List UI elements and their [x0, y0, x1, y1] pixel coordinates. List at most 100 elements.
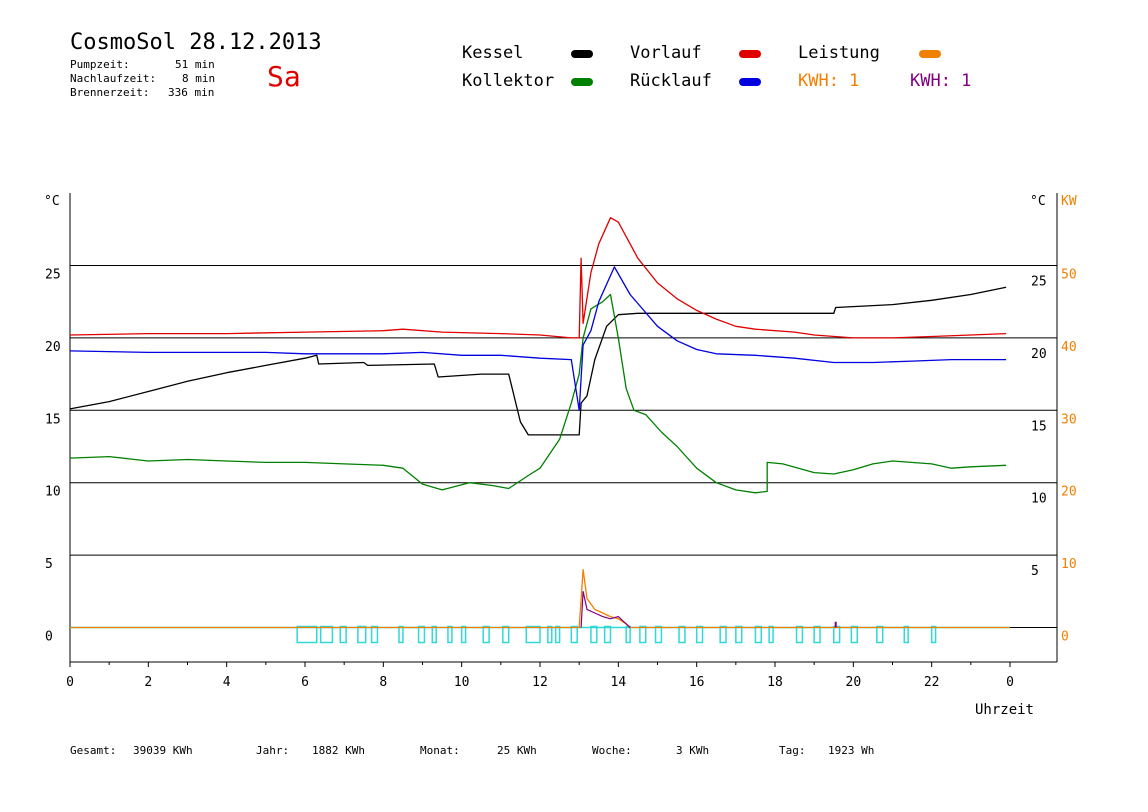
y-tick-left: 25	[45, 268, 61, 283]
x-tick-label: 16	[689, 675, 705, 690]
pump-cycle	[482, 625, 490, 644]
legend-ruecklauf-swatch	[739, 78, 761, 86]
power-tick: 10	[1061, 557, 1077, 572]
legend-kwh-orange: KWH: 1	[798, 71, 860, 91]
power-tick: 0	[1061, 630, 1069, 645]
x-tick-label: 2	[144, 675, 152, 690]
legend-leistung-swatch	[919, 50, 941, 58]
x-tick-label: 0	[66, 675, 74, 690]
pump-cycle	[678, 625, 686, 644]
footer-woche-label: Woche:	[592, 744, 632, 757]
pump-cycle	[590, 625, 598, 644]
series-line-kessel	[69, 286, 1007, 436]
pump-cycle	[431, 625, 437, 644]
legend-kwh-purple: KWH: 1	[910, 71, 972, 91]
pump-cycle	[903, 625, 909, 644]
footer-monat-value: 25 KWh	[497, 744, 537, 757]
x-tick-label: 18	[767, 675, 783, 690]
footer-tag-value: 1923 Wh	[828, 744, 875, 757]
pump-cycle	[719, 625, 727, 644]
legend-kessel-swatch	[571, 50, 593, 58]
pump-cycle	[850, 625, 858, 644]
y-tick-left: 5	[45, 557, 53, 572]
series-line-leistung	[70, 568, 1010, 629]
pump-cycle	[625, 625, 631, 644]
legend-kessel-label: Kessel	[462, 43, 524, 63]
y-tick-left: 15	[45, 412, 61, 427]
y-tick-left: 0	[45, 630, 53, 645]
nachlauf-value: 8 min	[182, 72, 216, 85]
footer-tag-label: Tag:	[779, 744, 806, 757]
pump-cycle	[547, 625, 553, 644]
nachlauf-label: Nachlaufzeit:	[70, 72, 157, 85]
footer-gesamt-label: Gesamt:	[70, 744, 117, 757]
x-axis-title: Uhrzeit	[975, 702, 1034, 718]
y-tick-right: 25	[1031, 275, 1047, 290]
pump-cycle	[603, 625, 612, 644]
pump-cycle	[417, 625, 426, 644]
x-tick-label: 12	[532, 675, 548, 690]
x-tick-label: 22	[924, 675, 940, 690]
pump-cycle	[654, 625, 663, 644]
pump-cycle	[570, 625, 578, 644]
x-tick-label: 4	[223, 675, 231, 690]
legend-leistung-label: Leistung	[798, 43, 880, 63]
x-tick-label: 14	[611, 675, 627, 690]
footer-monat-label: Monat:	[420, 744, 460, 757]
power-tick: 20	[1061, 485, 1077, 500]
legend-vorlauf-swatch	[739, 50, 761, 58]
x-tick-label: 20	[846, 675, 862, 690]
footer-jahr-value: 1882 KWh	[312, 744, 365, 757]
pump-cycle	[833, 625, 841, 644]
pump-cycle	[296, 625, 318, 644]
pump-value: 51 min	[175, 58, 215, 71]
x-tick-label: 10	[454, 675, 470, 690]
power-tick: 50	[1061, 268, 1077, 283]
footer-woche-value: 3 KWh	[676, 744, 710, 757]
footer-gesamt-value: 39039 KWh	[133, 744, 193, 757]
footer-jahr-label: Jahr:	[256, 744, 290, 757]
y-tick-left: 10	[45, 485, 61, 500]
brenner-value: 336 min	[168, 86, 215, 99]
series-line-ruecklauf	[69, 266, 1007, 411]
legend-kollektor-label: Kollektor	[462, 71, 555, 91]
pump-cycle	[502, 625, 510, 644]
brenner-label: Brennerzeit:	[70, 86, 150, 99]
y-tick-right: 10	[1031, 492, 1047, 507]
pump-cycle	[398, 625, 404, 644]
legend-kollektor-swatch	[571, 78, 593, 86]
pump-cycle	[930, 625, 937, 644]
power-unit-label: KW	[1061, 194, 1077, 209]
x-tick-label: 8	[379, 675, 387, 690]
x-tick-label: 0	[1006, 675, 1014, 690]
power-tick: 40	[1061, 340, 1077, 355]
pump-label: Pumpzeit:	[70, 58, 130, 71]
y-tick-left: 20	[45, 340, 61, 355]
x-tick-label: 6	[301, 675, 309, 690]
legend-ruecklauf-label: Rücklauf	[630, 71, 712, 91]
pump-cycle	[695, 625, 704, 644]
pump-cycle	[754, 625, 763, 644]
pump-cycle	[813, 625, 821, 644]
weekday: Sa	[267, 60, 301, 93]
pump-cycle	[447, 625, 453, 644]
chart-title: CosmoSol 28.12.2013	[70, 30, 322, 55]
pump-cycle	[339, 625, 347, 644]
pump-cycle	[768, 625, 774, 644]
pump-cycle	[460, 625, 467, 644]
pump-cycle	[639, 625, 647, 644]
pump-cycle	[525, 625, 541, 644]
left-unit-label: °C	[44, 194, 60, 209]
pump-cycle	[554, 625, 561, 644]
series-line-vorlauf	[69, 217, 1007, 339]
pump-cycle	[319, 625, 334, 644]
y-tick-right: 15	[1031, 419, 1047, 434]
legend-vorlauf-label: Vorlauf	[630, 43, 702, 63]
y-tick-right: 20	[1031, 347, 1047, 362]
power-tick: 30	[1061, 412, 1077, 427]
right-unit-label: °C	[1030, 194, 1046, 209]
pump-cycle	[370, 625, 379, 644]
y-tick-right: 5	[1031, 564, 1039, 579]
kwh-purple-trace	[580, 591, 631, 628]
